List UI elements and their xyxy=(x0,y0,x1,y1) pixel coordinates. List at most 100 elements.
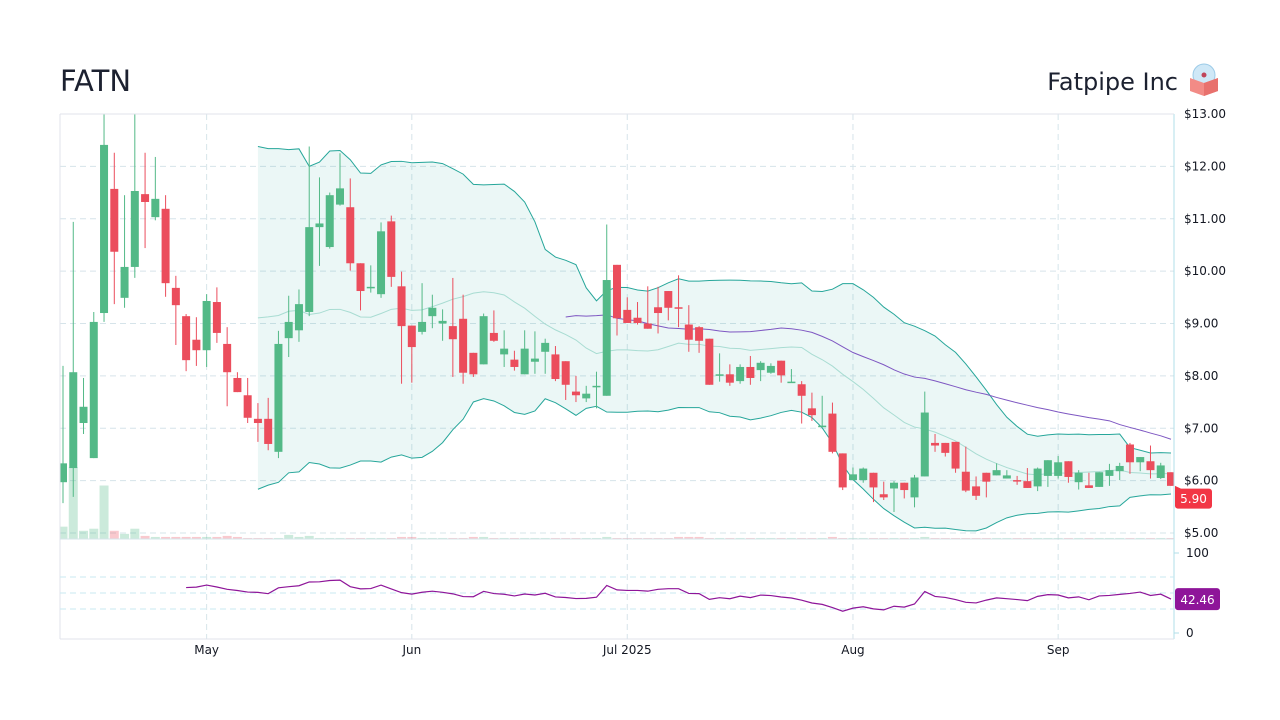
candle-body xyxy=(356,263,365,292)
candle-body xyxy=(797,384,806,396)
volume-bar xyxy=(130,528,140,539)
volume-bar xyxy=(951,537,961,539)
candle xyxy=(1002,470,1011,479)
candle-body xyxy=(982,472,991,482)
candle-body xyxy=(623,309,632,323)
candle xyxy=(695,326,704,353)
candle xyxy=(356,263,365,311)
volume-bar xyxy=(161,536,171,539)
candle-body xyxy=(664,291,673,308)
candle-body xyxy=(961,471,970,491)
candle-body xyxy=(931,442,940,446)
candle-body xyxy=(469,352,478,375)
volume-bar xyxy=(612,537,622,539)
volume-bar xyxy=(1094,537,1104,539)
company-name: Fatpipe Inc xyxy=(1047,68,1178,96)
candle xyxy=(797,381,806,424)
volume-bar xyxy=(602,536,612,539)
candle xyxy=(500,330,509,367)
candle-body xyxy=(818,425,827,428)
volume-bar xyxy=(704,537,714,539)
candle xyxy=(418,283,427,335)
candle-body xyxy=(1084,485,1093,488)
candle-body xyxy=(828,413,837,452)
sma-line xyxy=(565,314,1172,440)
volume-bar xyxy=(1033,537,1043,539)
volume-bar xyxy=(407,536,417,539)
volume-bar xyxy=(520,537,530,539)
volume-bar xyxy=(725,537,735,539)
volume-bar xyxy=(376,537,386,539)
candle xyxy=(212,287,221,343)
volume-bar xyxy=(68,467,78,539)
candle-body xyxy=(571,391,580,396)
volume-bar xyxy=(581,537,591,539)
volume-bar xyxy=(1022,537,1032,539)
candle xyxy=(838,453,847,491)
volume-bar xyxy=(335,537,345,539)
candle-body xyxy=(377,231,386,295)
volume-bar xyxy=(458,537,468,539)
candle-body xyxy=(1043,460,1052,476)
candle-body xyxy=(951,441,960,469)
volume-bar xyxy=(838,537,848,539)
candle-body xyxy=(397,286,406,327)
axes: $5.00 $6.00 $7.00 $8.00 $9.00 $10.00 $11.00 $12… xyxy=(59,107,1226,657)
candle xyxy=(284,295,293,358)
candle-body xyxy=(1013,480,1022,482)
last-price-badge xyxy=(1175,488,1212,509)
candle xyxy=(828,402,837,454)
candle xyxy=(489,310,498,342)
candle-body xyxy=(561,361,570,385)
volume-bar xyxy=(550,537,560,539)
candle-body xyxy=(695,327,704,341)
candle xyxy=(264,397,273,451)
candle xyxy=(777,360,786,383)
volume-bar xyxy=(940,537,950,539)
candle-body xyxy=(746,366,755,378)
volume-bar xyxy=(797,537,807,539)
candle xyxy=(1125,442,1134,474)
candle xyxy=(387,215,396,287)
volume-bar xyxy=(191,536,201,539)
candle xyxy=(859,467,868,483)
candle xyxy=(377,222,386,298)
time-tick-label: Sep xyxy=(1047,643,1070,657)
volume-bar xyxy=(489,537,499,539)
candle-body xyxy=(223,343,232,373)
candle-body xyxy=(787,381,796,384)
candle-body xyxy=(1033,468,1042,487)
candle-body xyxy=(418,321,427,332)
candle-body xyxy=(141,194,150,202)
candle xyxy=(120,195,129,308)
candle xyxy=(1033,467,1042,492)
volume-bar xyxy=(499,537,509,539)
candle xyxy=(664,291,673,321)
candle-body xyxy=(1167,472,1174,486)
candle-body xyxy=(346,207,355,264)
volume-bar xyxy=(756,537,766,539)
candle xyxy=(407,325,416,383)
candle-body xyxy=(274,343,283,452)
candle xyxy=(366,265,375,293)
candle xyxy=(1013,475,1022,485)
volume-bar xyxy=(961,537,971,539)
candle xyxy=(1023,468,1032,488)
last-price-text: 5.90 xyxy=(1180,492,1207,506)
volume-bar xyxy=(294,536,304,539)
volume-bar xyxy=(171,536,181,539)
volume-bar xyxy=(1156,537,1166,539)
candle xyxy=(1136,457,1145,472)
candle xyxy=(1156,462,1165,480)
volume-bar xyxy=(345,537,355,539)
candle-body xyxy=(910,477,919,498)
volume-bar xyxy=(530,537,540,539)
volume-bar xyxy=(633,537,643,539)
bollinger-middle xyxy=(257,291,1172,476)
volume-bar xyxy=(304,535,314,539)
volume-bar xyxy=(776,537,786,539)
candle xyxy=(848,467,857,481)
candle-body xyxy=(1074,472,1083,483)
rsi-line xyxy=(186,579,1172,612)
